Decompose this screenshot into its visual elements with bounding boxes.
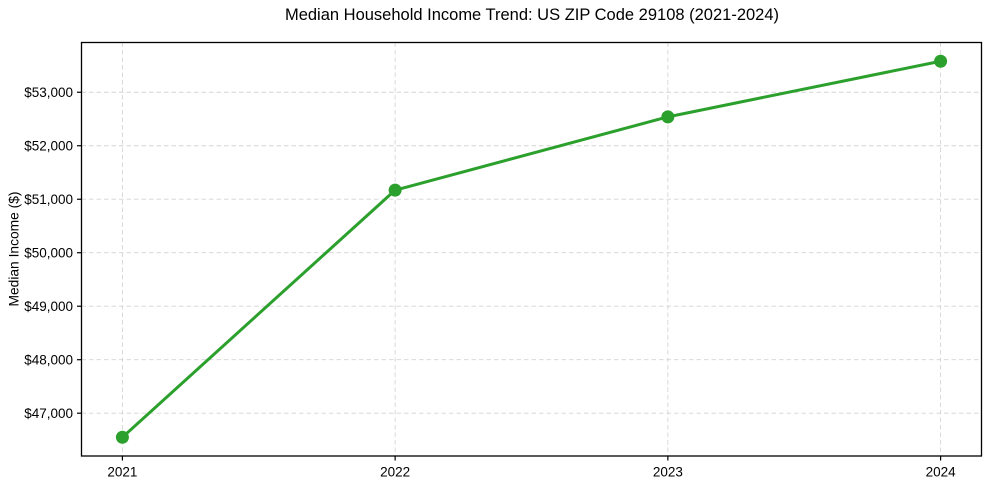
x-tick-label: 2021 — [107, 465, 137, 480]
data-point-marker — [661, 110, 675, 124]
data-point-marker — [934, 54, 948, 68]
y-tick-label: $50,000 — [24, 245, 73, 260]
y-tick-label: $47,000 — [24, 406, 73, 421]
x-tick-label: 2022 — [380, 465, 410, 480]
y-tick-label: $52,000 — [24, 138, 73, 153]
x-tick-label: 2023 — [653, 465, 683, 480]
x-tick-label: 2024 — [926, 465, 957, 480]
y-tick-label: $48,000 — [24, 352, 73, 367]
y-tick-label: $53,000 — [24, 85, 73, 100]
plot-border — [80, 41, 983, 457]
y-tick-label: $49,000 — [24, 299, 73, 314]
trend-line — [120, 59, 943, 439]
data-point-marker — [388, 183, 402, 197]
chart-title: Median Household Income Trend: US ZIP Co… — [284, 6, 780, 24]
y-tick-label: $51,000 — [24, 192, 73, 207]
data-point-marker — [115, 430, 129, 444]
